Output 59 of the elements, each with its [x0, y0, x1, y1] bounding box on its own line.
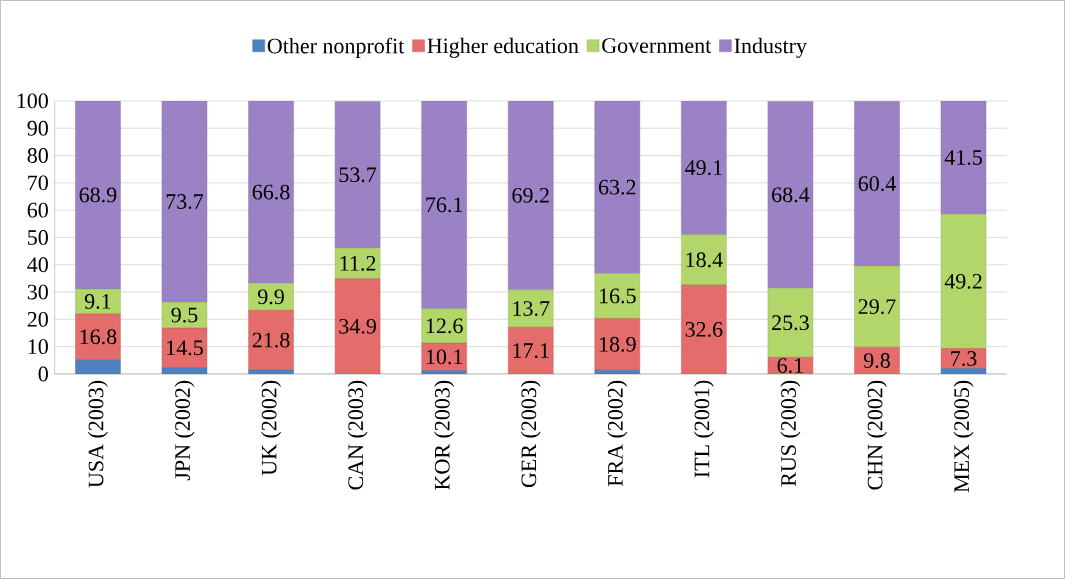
legend-label: Industry: [734, 37, 807, 58]
data-label: 25.3: [772, 315, 809, 331]
x-tick-label: KOR (2003): [434, 380, 455, 490]
x-tick-label: MEX (2005): [953, 380, 974, 493]
data-label: 12.6: [426, 318, 463, 334]
data-label: 49.1: [685, 160, 722, 176]
x-tick-label: CHN (2002): [867, 380, 887, 490]
x-tick-label: RUS (2003): [780, 380, 801, 487]
y-tick-label: 70: [28, 175, 48, 191]
y-tick-label: 0: [38, 366, 48, 382]
y-tick-label: 80: [27, 148, 48, 163]
data-label: 17.1: [513, 343, 549, 359]
data-label: 16.8: [80, 329, 117, 345]
data-label: 6.1: [777, 358, 803, 374]
data-label: 13.7: [513, 301, 550, 317]
data-label: 29.7: [858, 299, 896, 315]
x-tick-label: GER (2003): [520, 380, 541, 488]
data-label: 68.9: [79, 187, 117, 203]
x-tick-label: UK (2002): [261, 380, 282, 476]
data-label: 69.2: [512, 188, 549, 203]
data-label: 34.9: [339, 318, 376, 334]
y-tick-label: 30: [27, 284, 48, 300]
legend-label: Higher education: [427, 37, 579, 58]
data-label: 18.9: [599, 336, 636, 352]
data-label: 53.7: [339, 167, 377, 183]
x-tick-label: JPN (2002): [174, 380, 195, 481]
y-tick-label: 60: [27, 202, 48, 218]
data-label: 16.5: [599, 288, 636, 304]
data-label: 14.5: [167, 340, 203, 356]
data-label: 76.1: [426, 197, 463, 213]
data-label: 41.5: [944, 150, 982, 166]
data-label: 68.4: [772, 187, 810, 203]
data-label: 9.5: [171, 307, 198, 323]
y-tick-label: 20: [27, 311, 48, 327]
data-label: 21.8: [252, 332, 290, 348]
data-label: 9.8: [863, 353, 890, 369]
data-label: 18.4: [686, 252, 723, 268]
data-label: 63.2: [599, 179, 636, 195]
legend-label: Government: [602, 38, 712, 54]
data-label: 11.2: [340, 255, 376, 271]
data-label: 7.3: [951, 351, 977, 367]
legend-label: Other nonprofit: [267, 37, 405, 58]
x-tick-label: FRA (2002): [607, 380, 628, 487]
data-label: 9.1: [84, 294, 111, 309]
y-tick-label: 50: [28, 230, 48, 245]
y-tick-label: 90: [27, 120, 48, 136]
data-label: 60.4: [858, 176, 896, 192]
x-tick-label: USA (2003): [87, 380, 108, 488]
data-label: 10.1: [426, 349, 463, 365]
y-tick-label: 100: [17, 93, 48, 109]
data-label: 66.8: [252, 184, 290, 200]
data-label: 49.2: [944, 274, 982, 289]
x-tick-label: ITL (2001): [693, 380, 714, 478]
data-label: 32.6: [685, 322, 723, 337]
x-tick-label: CAN (2003): [347, 380, 368, 490]
data-label: 9.9: [258, 289, 284, 305]
y-tick-label: 10: [28, 339, 48, 355]
data-label: 73.7: [166, 194, 204, 210]
y-tick-label: 40: [27, 257, 48, 273]
